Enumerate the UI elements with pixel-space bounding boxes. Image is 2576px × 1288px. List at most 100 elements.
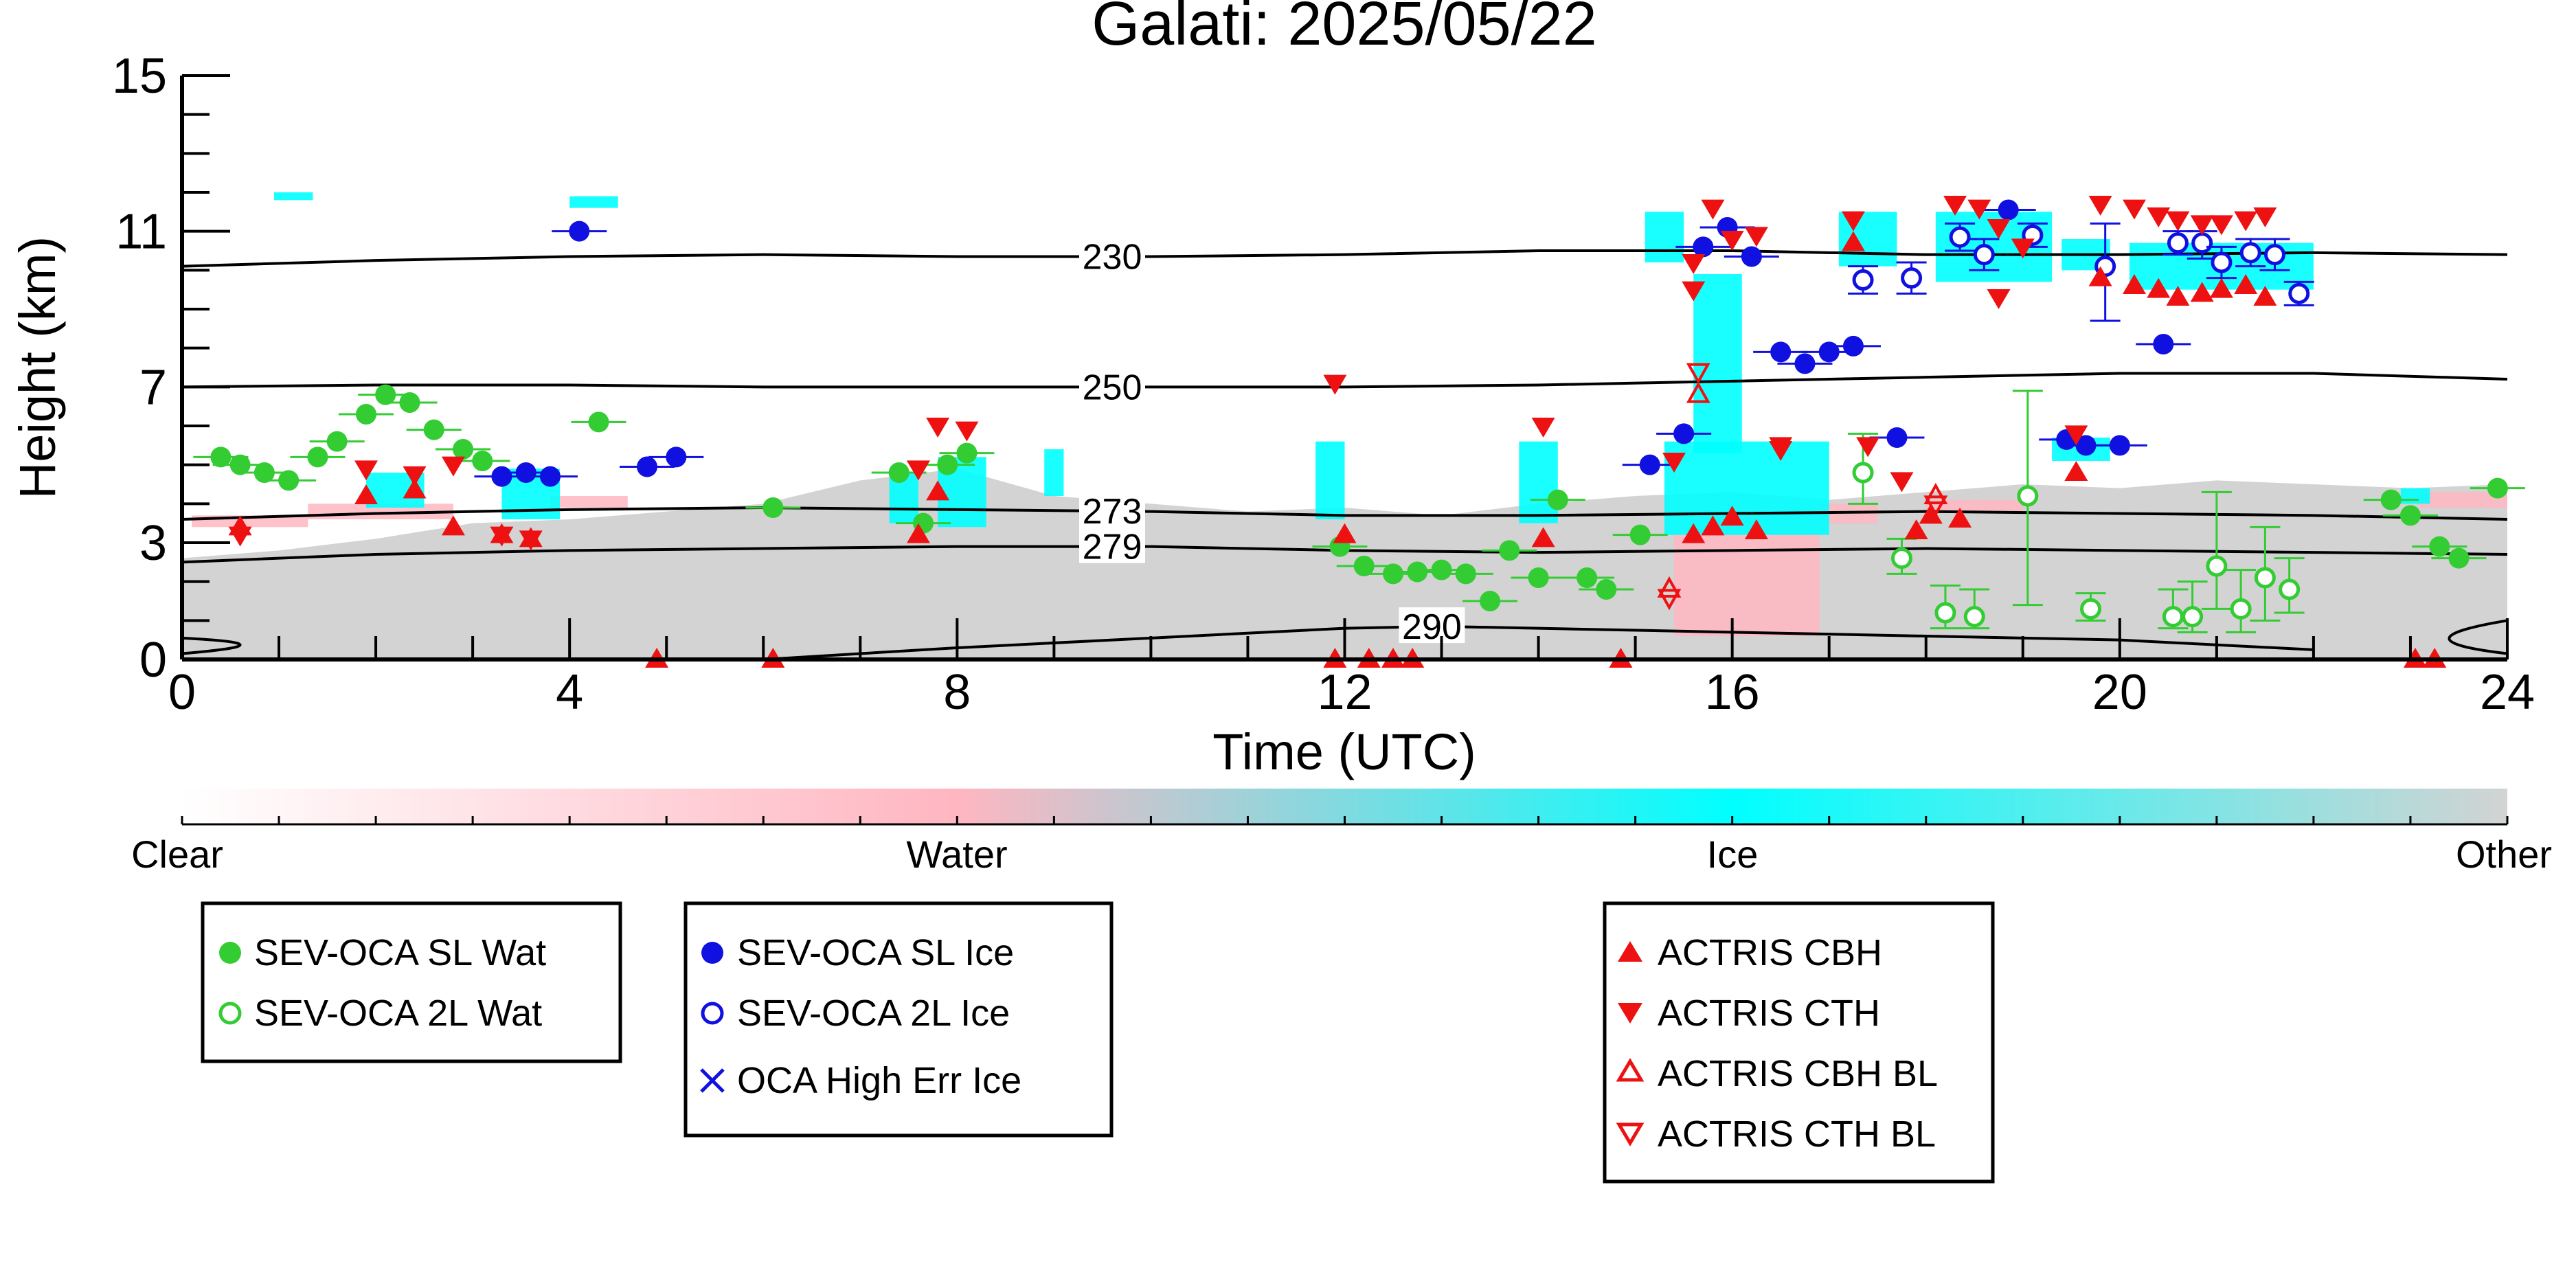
data-point-sev-oca-sl-ice <box>1818 341 1840 363</box>
legend-water-frame <box>201 901 622 1063</box>
legend-ice-frame <box>683 901 1114 1138</box>
data-point-actris-cbh <box>1744 519 1768 539</box>
data-point-actris-cbh <box>2064 461 2088 481</box>
x-axis-label: Time (UTC) <box>1212 723 1476 780</box>
data-point-sev-oca-sl-wat <box>2429 536 2450 557</box>
ice-mask-patch <box>273 192 313 201</box>
data-point-actris-cbh <box>2190 282 2214 302</box>
data-point-actris-cth <box>2234 211 2258 231</box>
contour-line-290-right <box>2448 619 2508 655</box>
data-point-sev-oca-sl-wat <box>355 404 376 425</box>
data-point-actris-cth <box>926 418 950 438</box>
x-tick-label: 12 <box>1317 665 1372 720</box>
data-point-actris-cbh-bl <box>1686 381 1710 403</box>
legend-label-cbh-bl: ACTRIS CBH BL <box>1658 1053 1938 1094</box>
data-point-actris-cth <box>403 466 427 486</box>
data-point-sev-oca-2l-ice <box>2264 244 2285 266</box>
legend-marker-cth-bl <box>1616 1122 1645 1146</box>
data-point-actris-cth <box>1967 199 1991 220</box>
data-point-actris-cth <box>2064 425 2088 446</box>
data-point-sev-oca-sl-ice <box>1998 199 2019 221</box>
data-point-actris-cth <box>1841 211 1865 231</box>
colorbar-ticks <box>181 816 2509 824</box>
data-point-actris-cth <box>955 421 979 442</box>
data-point-actris-cbh <box>1333 523 1357 543</box>
data-point-actris-cth <box>354 460 378 481</box>
data-point-actris-cbh <box>1948 508 1972 528</box>
legend-label-sl-ice: SEV-OCA SL Ice <box>737 932 1014 973</box>
data-point-actris-cth <box>2122 199 2146 220</box>
data-point-actris-cth <box>1769 437 1793 457</box>
x-tick-label: 20 <box>2092 665 2147 720</box>
legend-marker-2l-wat <box>218 1002 242 1025</box>
data-point-actris-cbh <box>2166 286 2190 306</box>
data-point-sev-oca-2l-ice <box>1973 244 1995 266</box>
data-point-sev-oca-sl-ice <box>491 466 512 487</box>
data-point-actris-cbh <box>1701 515 1725 536</box>
contour-label-273: 273 <box>1083 492 1142 532</box>
data-point-sev-oca-sl-wat <box>1629 524 1651 545</box>
data-point-actris-cbh <box>1682 523 1706 543</box>
data-point-actris-cth <box>2147 207 2171 227</box>
legend-label-sl-wat: SEV-OCA SL Wat <box>254 932 546 973</box>
data-point-sev-oca-sl-wat <box>2399 505 2421 526</box>
data-point-actris-cbh <box>1919 504 1943 524</box>
data-point-actris-cbh <box>354 484 378 504</box>
data-point-sev-oca-sl-ice <box>2153 334 2174 354</box>
legend-actris: ACTRIS CBH ACTRIS CTH ACTRIS CBH BL ACTR… <box>1603 901 1995 1184</box>
data-point-actris-cbh <box>403 478 427 499</box>
legend-marker-cbh-bl <box>1616 1058 1645 1082</box>
data-point-sev-oca-2l-wat <box>1963 606 1985 628</box>
data-point-actris-cbh <box>1904 519 1928 539</box>
data-point-sev-oca-sl-wat <box>472 451 493 471</box>
data-point-actris-cbh <box>926 480 950 501</box>
ice-mask-patch <box>1519 441 1558 523</box>
data-point-actris-cth <box>441 456 465 477</box>
data-point-sev-oca-sl-wat <box>762 497 784 518</box>
data-point-sev-oca-sl-ice <box>569 221 590 242</box>
data-point-sev-oca-sl-wat <box>888 462 909 483</box>
data-point-actris-cth <box>1662 453 1686 473</box>
legend-marker-cth <box>1618 1003 1642 1024</box>
contour-line-230 <box>181 249 2508 268</box>
y-tick-label: 11 <box>115 205 167 260</box>
data-point-actris-cth <box>1531 418 1555 438</box>
data-point-actris-cbh-bl <box>1923 482 1948 504</box>
y-tick-label: 0 <box>139 633 167 688</box>
data-point-sev-oca-sl-ice <box>1639 454 1660 475</box>
data-point-actris-cth <box>1856 437 1880 457</box>
data-point-actris-cth <box>906 460 930 481</box>
ice-mask-patch <box>569 196 618 208</box>
data-point-sev-oca-sl-wat <box>278 470 300 491</box>
data-point-sev-oca-sl-wat <box>1528 567 1549 588</box>
y-ticks: 0 3 7 11 15 <box>112 49 230 688</box>
legend-marker-sl-ice <box>701 942 723 964</box>
data-point-sev-oca-sl-wat <box>1383 563 1404 585</box>
ice-mask-patch <box>1664 441 1829 535</box>
contour-label-290: 290 <box>1402 607 1462 647</box>
data-point-sev-oca-sl-wat <box>1431 559 1452 580</box>
data-point-sev-oca-sl-ice <box>637 456 657 477</box>
data-point-actris-cth <box>2209 215 2233 236</box>
data-point-sev-oca-sl-ice <box>2109 435 2130 456</box>
data-point-sev-oca-sl-wat <box>326 431 348 452</box>
data-point-sev-oca-sl-ice <box>1673 423 1695 444</box>
data-point-actris-cth <box>1943 196 1967 216</box>
contour-line-290-left <box>181 636 242 655</box>
data-point-sev-oca-sl-ice <box>1794 353 1816 374</box>
contour-label-250: 250 <box>1083 368 1142 407</box>
data-point-sev-oca-2l-ice <box>2239 242 2261 264</box>
data-point-sev-oca-sl-wat <box>937 454 958 475</box>
ice-mask-patch <box>1315 441 1345 519</box>
data-point-actris-cbh <box>441 515 465 536</box>
legend-label-cth-bl: ACTRIS CTH BL <box>1658 1114 1936 1155</box>
data-point-sev-oca-2l-ice <box>1949 226 1971 248</box>
data-point-sev-oca-2l-ice <box>2191 232 2213 254</box>
data-point-actris-cth <box>2011 238 2035 259</box>
data-point-sev-oca-2l-wat <box>2206 555 2228 577</box>
data-point-actris-cth <box>1323 374 1347 395</box>
data-point-sev-oca-2l-ice <box>2167 232 2189 254</box>
contour-label-bg <box>1079 527 1145 563</box>
data-point-actris-cbh <box>1720 506 1744 526</box>
data-point-sev-oca-sl-ice <box>1886 427 1908 448</box>
